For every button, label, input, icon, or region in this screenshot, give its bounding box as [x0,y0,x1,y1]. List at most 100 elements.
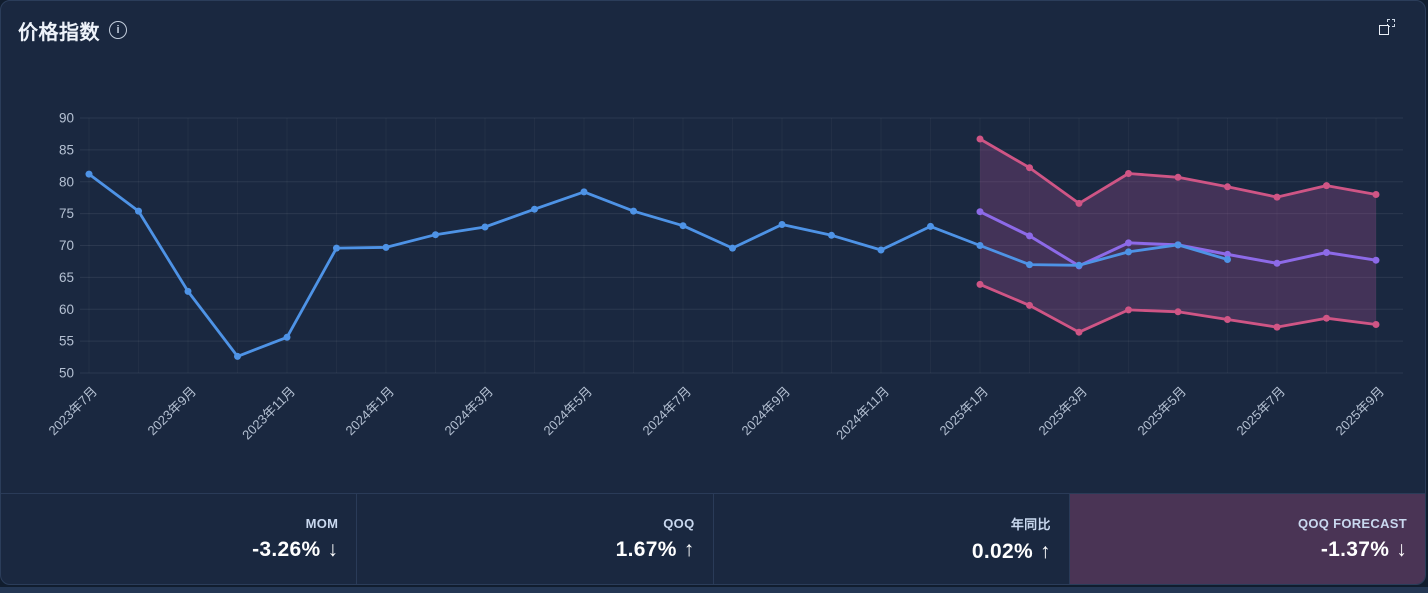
svg-text:2023年9月: 2023年9月 [145,384,200,439]
data-point [976,208,984,216]
data-point [283,333,291,341]
data-point [1323,314,1330,322]
data-point [1372,321,1380,328]
stat-cell-mom[interactable]: MOM -3.26% ↓ [1,494,356,584]
panel-header: 价格指数 i [1,1,1425,59]
svg-text:75: 75 [59,206,74,221]
y-axis-labels: 50 55 60 65 70 75 80 85 90 [59,111,74,381]
svg-text:2025年9月: 2025年9月 [1333,384,1388,439]
data-point [1273,259,1281,267]
up-arrow-icon: ↑ [683,538,695,561]
next-panel-edge [0,587,1428,593]
x-axis-labels: 2023年7月 2023年9月 2023年11月 2024年1月 2024年3月 2024… [46,384,1388,443]
stat-label: MOM [305,516,339,531]
svg-text:2024年11月: 2024年11月 [833,384,892,443]
svg-text:2025年1月: 2025年1月 [937,384,992,439]
svg-text:65: 65 [59,270,74,285]
dashed-square-glyph [1387,19,1395,27]
data-point [1174,308,1182,316]
stat-cell-qoq-forecast[interactable]: QOQ FORECAST -1.37% ↓ [1068,494,1425,584]
panel-title: 价格指数 [18,21,100,44]
data-point [630,207,637,215]
stat-value: -3.26% ↓ [252,538,338,562]
data-point [1075,199,1083,207]
data-point [234,352,241,360]
svg-text:2024年7月: 2024年7月 [640,384,695,439]
data-point [1224,250,1231,258]
data-point [729,244,736,252]
svg-text:2024年3月: 2024年3月 [442,384,497,439]
svg-text:70: 70 [59,238,74,253]
series-forecast_upper [976,135,1380,207]
svg-text:50: 50 [59,366,74,381]
data-point [382,243,390,251]
svg-text:2023年11月: 2023年11月 [239,384,298,443]
overlapping-squares-icon[interactable] [1379,19,1395,35]
svg-text:90: 90 [59,111,74,126]
data-point [1174,173,1182,181]
svg-text:2025年3月: 2025年3月 [1036,384,1091,439]
data-point [1026,232,1033,240]
stat-label: QOQ FORECAST [1297,516,1407,531]
svg-text:55: 55 [59,334,74,349]
info-icon[interactable]: i [109,21,127,39]
data-point [184,287,192,295]
data-point [828,231,835,239]
series-forecast_lower [976,280,1380,336]
data-point [432,231,439,239]
stat-number: 0.02% [971,540,1033,563]
stat-cell-yoy[interactable]: 年同比 0.02% ↑ [712,494,1069,584]
data-point [1026,261,1033,269]
data-point [1323,182,1330,190]
forecast-band [980,139,1376,333]
svg-text:60: 60 [59,302,74,317]
data-point [531,205,538,213]
data-point [1125,239,1132,247]
data-point [1372,191,1380,198]
data-point [580,188,588,196]
svg-text:2024年1月: 2024年1月 [343,384,398,439]
data-point [976,135,984,143]
down-arrow-icon: ↓ [1396,538,1407,561]
data-point [1224,183,1231,191]
data-point [976,242,984,249]
stat-number: 1.67% [615,538,677,561]
stat-value: 0.02% ↑ [972,540,1051,564]
data-point [1224,256,1231,263]
stat-number: -3.26% [252,538,321,561]
data-point [1026,164,1033,172]
chart-area: 50 55 60 65 70 75 80 85 90 2023年7月 2023年9月 2023年11月… [1,77,1426,489]
data-point [1125,306,1132,314]
svg-text:80: 80 [59,174,74,189]
down-arrow-icon: ↓ [327,538,339,561]
svg-text:2024年9月: 2024年9月 [739,384,794,439]
data-point [679,222,687,230]
data-point [1372,256,1380,264]
data-point [1224,316,1231,323]
svg-text:2025年5月: 2025年5月 [1135,384,1190,439]
data-point [877,246,885,254]
svg-text:85: 85 [59,142,74,157]
stat-cell-qoq[interactable]: QOQ 1.67% ↑ [356,494,712,584]
solid-square-glyph [1379,25,1389,35]
data-point [481,223,489,231]
series-actual [85,170,1231,360]
data-point [927,222,934,230]
svg-text:2025年7月: 2025年7月 [1234,384,1289,439]
price-index-chart[interactable]: 50 55 60 65 70 75 80 85 90 2023年7月 2023年9月 2023年11月… [1,77,1426,489]
data-point [1026,301,1033,309]
data-point [1125,248,1132,256]
up-arrow-icon: ↑ [1039,540,1051,563]
data-point [778,221,786,228]
svg-text:2023年7月: 2023年7月 [46,384,101,439]
data-point [1075,328,1083,336]
data-point [135,207,142,215]
stat-label: QOQ [663,516,695,531]
data-point [1323,249,1330,256]
svg-text:2024年5月: 2024年5月 [541,384,596,439]
data-point [1125,170,1132,177]
data-point [1273,323,1281,331]
data-point [976,280,984,288]
data-point [333,244,340,252]
